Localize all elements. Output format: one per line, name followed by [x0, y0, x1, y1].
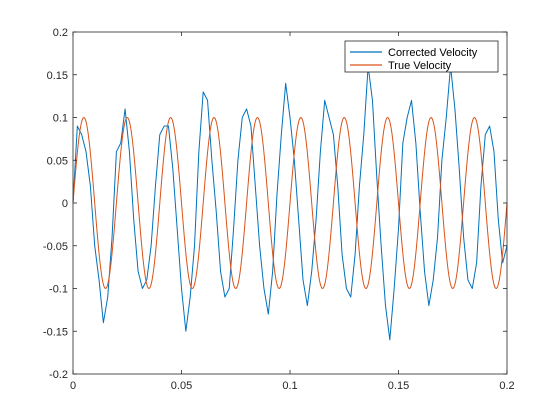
legend-box: [344, 40, 499, 73]
y-tick-label: -0.05: [43, 241, 68, 253]
x-tick-label: 0.15: [388, 380, 409, 392]
y-tick-label: 0.2: [53, 27, 68, 39]
series-true-velocity: [72, 116, 508, 290]
x-tick-label: 0: [70, 380, 76, 392]
series-layer: [72, 65, 508, 341]
x-tick-label: 0.05: [171, 380, 192, 392]
x-tick-label: 0.2: [499, 380, 514, 392]
y-axis: -0.2 -0.15 -0.1 -0.05 0 0.05 0.1 0.15 0.2: [43, 27, 507, 381]
y-tick-label: 0.05: [47, 155, 68, 167]
y-tick-label: 0.15: [47, 70, 68, 82]
y-tick-label: -0.15: [43, 326, 68, 338]
series-corrected-velocity: [72, 65, 508, 341]
y-tick-label: -0.1: [49, 284, 68, 296]
y-tick-label: 0: [62, 198, 68, 210]
x-tick-label: 0.1: [282, 380, 297, 392]
legend-label-true-velocity: True Velocity: [388, 60, 452, 72]
y-tick-label: -0.2: [49, 369, 68, 381]
legend-label-corrected-velocity: Corrected Velocity: [388, 47, 478, 59]
x-axis: 0 0.05 0.1 0.15 0.2: [70, 32, 515, 392]
legend: Corrected Velocity True Velocity: [344, 40, 499, 73]
y-tick-label: 0.1: [53, 113, 68, 125]
